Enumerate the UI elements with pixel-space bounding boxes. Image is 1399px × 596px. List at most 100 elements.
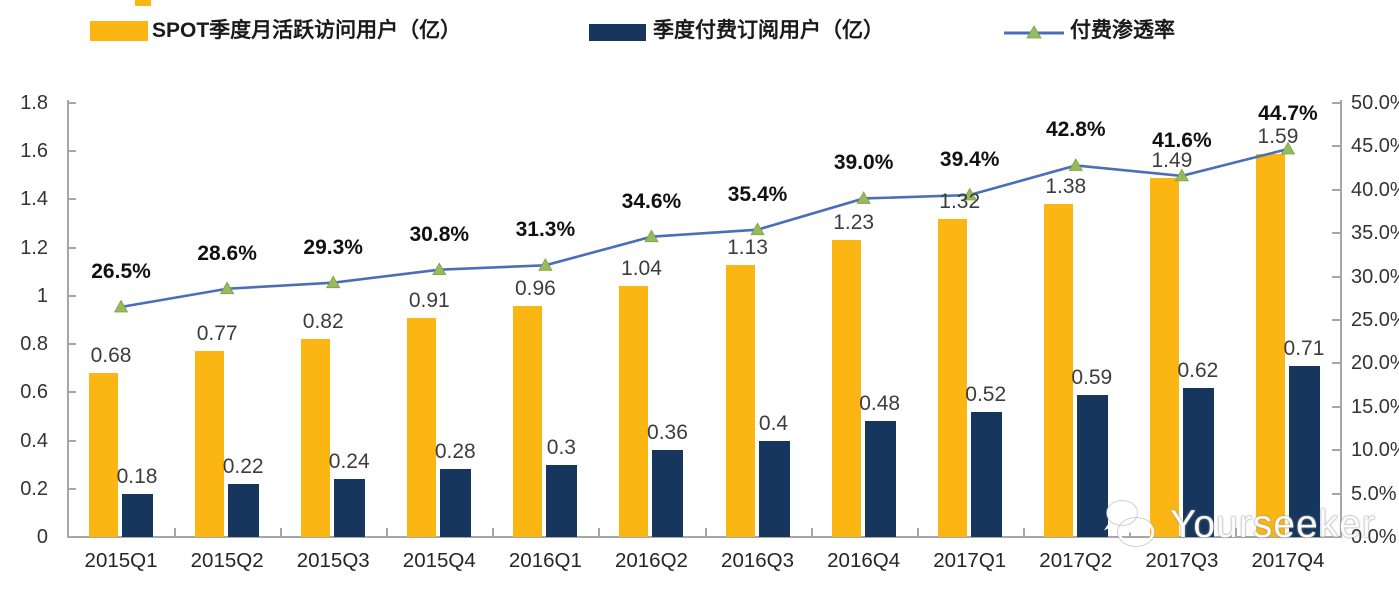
legend-label-penetration: 付费渗透率 [1070,19,1175,42]
x-tick-label: 2015Q3 [296,549,370,572]
mau-bar [407,317,437,537]
x-axis-tick [280,528,283,537]
x-tick-label: 2017Q4 [1251,549,1325,572]
penetration-label: 30.8% [409,222,470,246]
x-axis-tick [810,528,813,537]
mau-bar [513,305,543,537]
penetration-polyline [120,147,1289,309]
subs-value-label: 0.22 [222,454,264,478]
penetration-marker-triangle [326,275,341,289]
mau-value-label: 1.23 [833,211,875,235]
y-right-axis-tick [1332,362,1340,365]
penetration-label: 29.3% [303,235,363,259]
penetration-marker-triangle [644,229,659,243]
x-tick-label: 2015Q2 [190,549,264,572]
subs-value-label: 0.71 [1283,336,1325,360]
y-right-tick-label: 40.0% [1351,178,1399,201]
y-right-tick-label: 10.0% [1351,439,1399,462]
y-left-tick-label: 1.8 [20,92,48,114]
y-left-axis-tick [68,294,76,297]
cropped-top-sliver [135,0,151,6]
x-tick-label: 2016Q4 [827,549,901,572]
y-axis-left-line [67,100,69,537]
y-right-axis-tick [1332,319,1340,321]
subs-bar [228,483,260,537]
penetration-label: 39.0% [833,151,894,175]
mau-value-label: 0.82 [302,310,344,334]
mau-bar [619,286,649,537]
y-left-tick-label: 0.8 [20,333,48,356]
y-left-tick-label: 1 [36,284,48,307]
subs-value-label: 0.52 [965,382,1007,406]
mau-bar [937,218,967,537]
y-right-axis-tick [1332,188,1340,191]
x-axis-tick [386,528,389,537]
y-left-tick-label: 0 [36,526,48,548]
penetration-label: 42.8% [1046,118,1106,142]
penetration-marker-triangle [432,262,447,276]
y-right-tick-label: 25.0% [1351,309,1399,331]
mau-value-label: 0.68 [90,344,132,368]
subs-bar [864,421,896,537]
x-tick-label: 2016Q2 [614,549,688,572]
penetration-marker-triangle [750,222,765,236]
penetration-label: 28.6% [197,241,257,265]
x-tick-label: 2016Q1 [508,549,582,572]
x-axis-tick [1234,528,1237,537]
y-right-axis-tick [1332,102,1340,104]
y-left-axis-tick [68,150,76,153]
y-left-axis-tick [68,487,76,490]
mau-value-label: 0.91 [408,288,450,312]
subs-value-label: 0.3 [546,435,576,459]
x-axis-tick [704,528,707,537]
subs-value-label: 0.48 [859,392,901,416]
mau-value-label: 0.96 [514,276,556,300]
x-tick-label: 2017Q1 [933,549,1007,572]
legend-label-mau: SPOT季度月活跃访问用户（亿） [152,19,462,42]
y-left-tick-label: 0.2 [20,477,48,500]
penetration-marker-triangle [962,187,977,201]
x-axis-tick [1022,528,1025,537]
y-right-tick-label: 45.0% [1351,135,1399,158]
mau-value-label: 1.38 [1045,175,1087,199]
subs-bar [970,411,1002,537]
subs-value-label: 0.18 [116,464,158,488]
mau-value-label: 0.77 [196,322,238,346]
x-axis-tick [916,528,919,537]
penetration-label: 39.4% [939,148,1000,171]
y-left-tick-label: 1.4 [20,188,48,211]
subs-value-label: 0.62 [1177,358,1219,382]
y-left-tick-label: 1.6 [20,140,48,163]
x-axis-line [67,536,1342,538]
mau-bar [1255,153,1285,537]
mau-bar [301,339,331,537]
y-right-axis-tick [1332,275,1340,278]
mau-bar [1149,177,1179,537]
x-tick-label: 2016Q3 [721,549,794,572]
legend-swatch-subs [589,24,646,41]
y-left-axis-tick [68,343,76,346]
y-left-tick-label: 1.2 [20,236,48,259]
y-right-axis-tick [1332,232,1340,235]
y-left-axis-tick [68,391,76,394]
y-left-tick-label: 0.6 [20,381,48,404]
mau-bar [89,373,119,537]
subs-bar [1076,394,1108,537]
mau-value-label: 1.04 [621,257,662,281]
y-left-axis-tick [68,102,76,104]
penetration-label: 44.7% [1258,102,1318,125]
y-right-tick-label: 35.0% [1351,222,1399,245]
mau-value-label: 1.13 [727,235,768,259]
y-right-tick-label: 30.0% [1351,265,1399,288]
subs-bar [758,440,790,537]
penetration-marker-triangle [113,299,129,313]
subs-bar [1182,387,1214,537]
penetration-label: 26.5% [91,259,151,283]
y-right-axis-tick [1332,405,1340,408]
x-axis-tick [174,528,177,537]
penetration-marker-triangle [1068,158,1083,171]
penetration-label: 34.6% [621,189,682,213]
legend-line-marker-penetration [1004,25,1064,39]
subs-bar [1288,365,1320,537]
